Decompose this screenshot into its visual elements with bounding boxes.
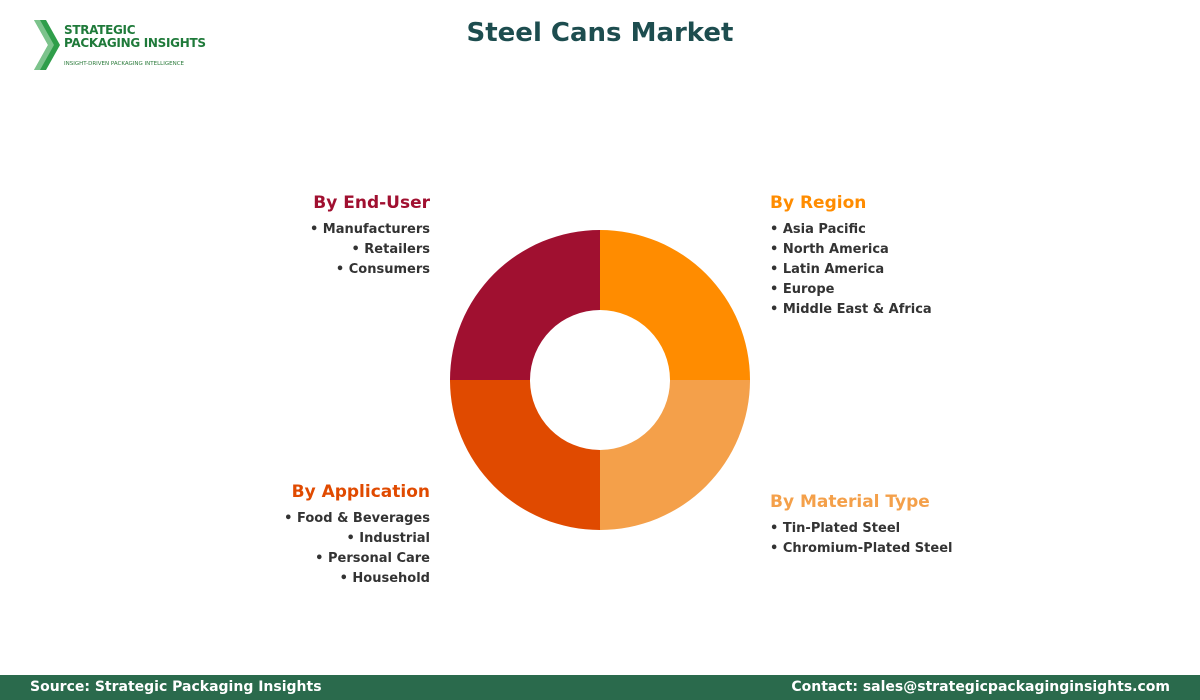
logo-tagline: INSIGHT-DRIVEN PACKAGING INTELLIGENCE: [64, 61, 185, 67]
segment-item: Manufacturers: [310, 222, 430, 237]
segment-item: Industrial: [346, 531, 430, 546]
segment-item: Asia Pacific: [770, 222, 866, 237]
donut-segment: [600, 230, 750, 380]
logo-text: STRATEGIC: [64, 23, 136, 37]
donut-segment: [450, 230, 600, 380]
segment-item: Latin America: [770, 262, 884, 277]
segment-item: Chromium-Plated Steel: [770, 541, 953, 556]
segment-item: Europe: [770, 282, 835, 297]
logo-icon: [34, 20, 60, 70]
segment-item: Tin-Plated Steel: [770, 521, 900, 536]
segment-item: Retailers: [351, 242, 430, 257]
title: Steel Cans Market: [466, 18, 734, 48]
segment-item: Middle East & Africa: [770, 302, 932, 317]
segment-item: Consumers: [336, 262, 430, 277]
logo-text: PACKAGING INSIGHTS: [64, 36, 206, 50]
segment-item: Household: [340, 571, 430, 586]
segment-title: By Application: [291, 482, 430, 502]
segment-item: North America: [770, 242, 889, 257]
donut-segment: [600, 380, 750, 530]
footer-source: Source: Strategic Packaging Insights: [30, 679, 322, 695]
segment-item: Personal Care: [315, 551, 430, 566]
footer-bar: [0, 675, 1200, 700]
segment-title: By Material Type: [770, 492, 930, 512]
segment-item: Food & Beverages: [284, 511, 430, 526]
donut-segment: [450, 380, 600, 530]
segment-title: By End-User: [313, 193, 430, 213]
segment-title: By Region: [770, 193, 867, 213]
footer-contact: Contact: sales@strategicpackaginginsight…: [791, 679, 1170, 695]
